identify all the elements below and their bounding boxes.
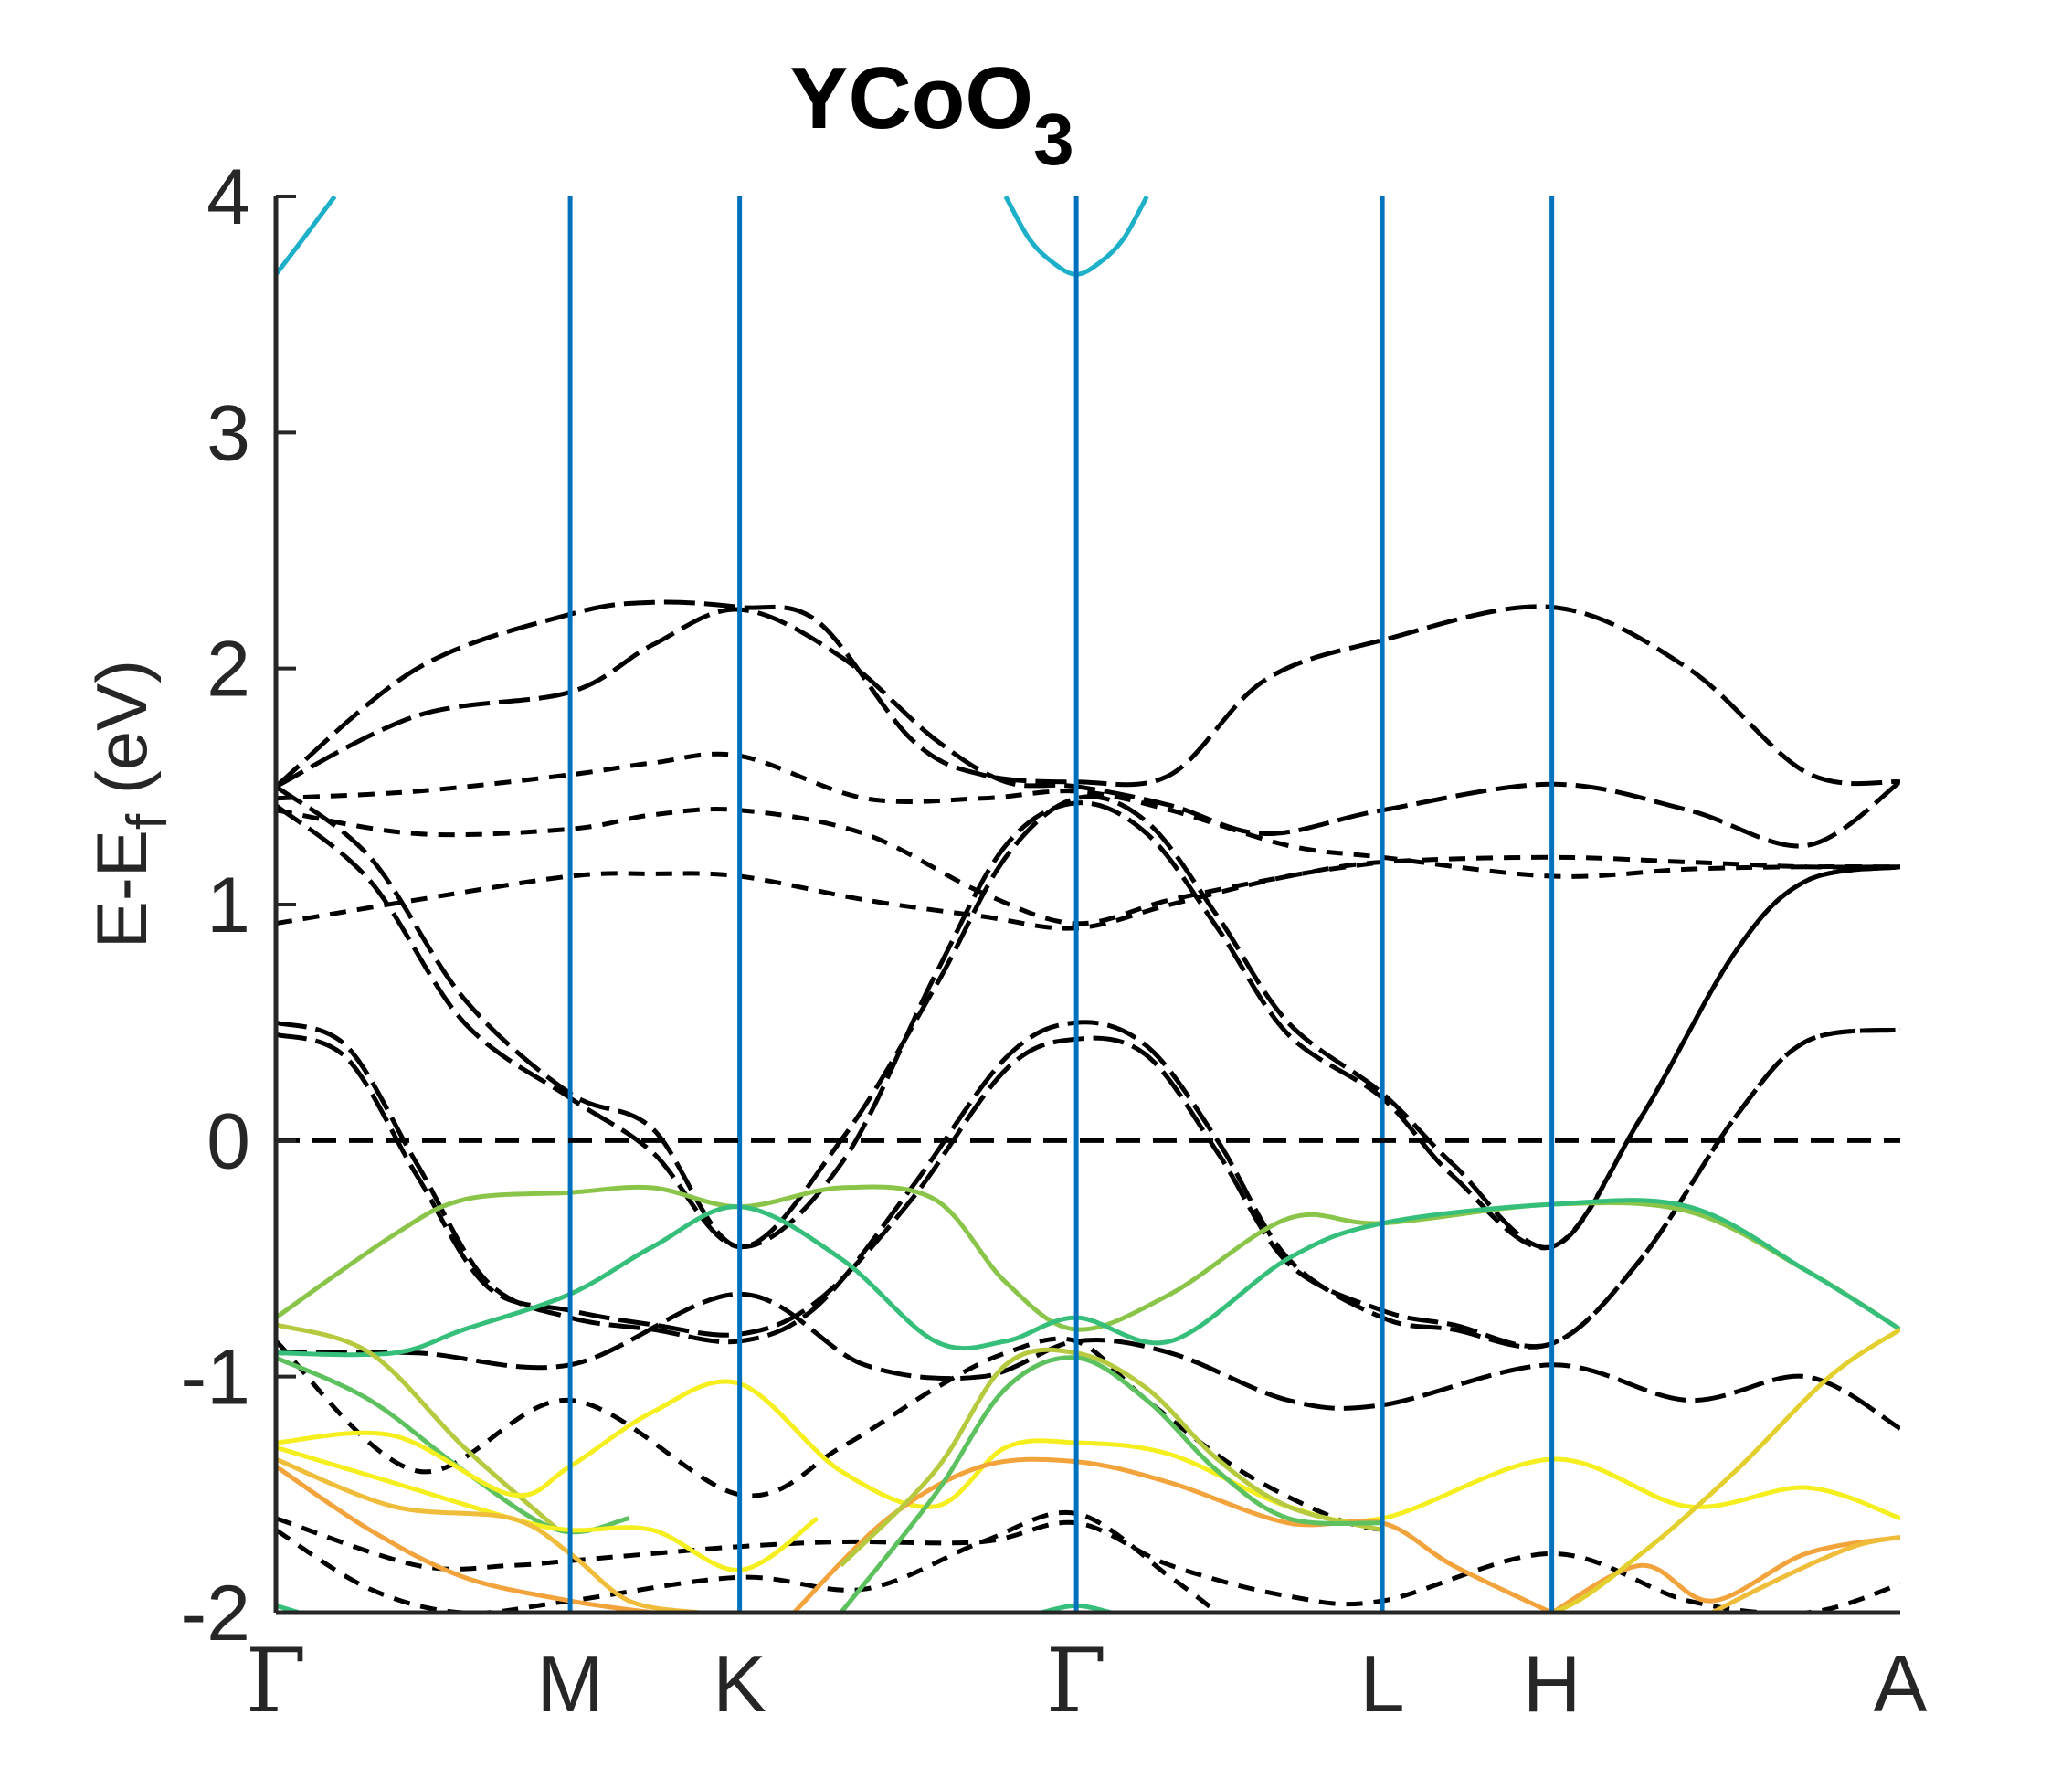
colored-band-8 xyxy=(792,1456,1553,1613)
colored-band-1 xyxy=(276,1198,1900,1358)
dashed-band-2 xyxy=(276,751,1900,879)
dashed-band-10 xyxy=(276,1336,1383,1533)
colored-band-4 xyxy=(276,1379,1900,1524)
svg-text:E-Ef (eV): E-Ef (eV) xyxy=(81,660,179,948)
y-axis-label-main: E-E xyxy=(81,830,162,948)
dashed-band-3 xyxy=(276,807,1900,926)
kpoint-lines xyxy=(567,196,1555,1613)
dashed-band-8 xyxy=(276,1027,1900,1350)
dashed-band-5 xyxy=(276,784,1900,1250)
kpoint-label-6: A xyxy=(1874,1638,1928,1729)
colored-band-6 xyxy=(276,1456,701,1613)
colored-band-5 xyxy=(276,1445,819,1573)
y-tick-label: 0 xyxy=(206,1097,250,1185)
colored-band-9 xyxy=(839,1347,1383,1568)
y-tick-label: 4 xyxy=(206,153,250,241)
colored-band-13 xyxy=(1453,1327,1900,1613)
y-tick-label: 2 xyxy=(206,626,250,714)
colored-band-10 xyxy=(839,1355,1383,1613)
axes-layer xyxy=(273,196,1900,1615)
y-tick-label: -2 xyxy=(181,1570,250,1657)
colored-band-7 xyxy=(276,1464,653,1613)
dashed-band-7 xyxy=(276,1020,1900,1350)
kpoint-label-4: L xyxy=(1360,1638,1405,1729)
bands-layer xyxy=(276,196,1900,1613)
kpoint-label-3: Γ xyxy=(1046,1630,1107,1732)
dashed-band-12 xyxy=(276,1509,1220,1613)
dashed-band-4 xyxy=(276,860,1383,931)
colored-band-0 xyxy=(276,1184,1900,1332)
y-tick-label: -1 xyxy=(181,1334,250,1422)
y-axis-label: E-Ef (eV) xyxy=(81,660,179,948)
dashed-band-0 xyxy=(276,599,1900,789)
y-tick-label: 1 xyxy=(206,862,250,949)
kpoint-label-5: H xyxy=(1523,1638,1581,1729)
kpoint-label-1: M xyxy=(536,1638,603,1729)
colored-band-14 xyxy=(276,196,337,276)
kpoint-label-0: Γ xyxy=(246,1630,307,1732)
chart-title: YCoO3 xyxy=(789,49,1073,180)
y-axis-label-unit: (eV) xyxy=(81,660,162,814)
chart-title-subscript: 3 xyxy=(1033,99,1074,180)
y-axis-label-sub: f xyxy=(116,813,179,830)
dashed-band-11 xyxy=(276,1516,1900,1613)
y-tick-label: 3 xyxy=(206,389,250,477)
colored-band-12 xyxy=(1710,1534,1900,1613)
dashed-band-1 xyxy=(276,607,1900,849)
y-ticks: -2 -1 0 1 2 3 4 xyxy=(181,153,296,1657)
kpoint-label-2: K xyxy=(713,1638,766,1729)
